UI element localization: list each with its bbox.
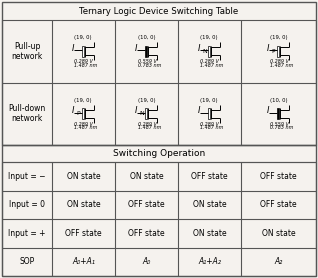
Text: N: N (203, 49, 207, 54)
Bar (208, 108, 210, 119)
Text: P: P (77, 111, 80, 116)
Text: I: I (197, 44, 200, 53)
Text: Input = −: Input = − (8, 172, 46, 181)
Bar (2, 145, 316, 276)
Bar (81, 46, 84, 57)
Text: I: I (266, 106, 269, 115)
Text: Switching Operation: Switching Operation (113, 149, 205, 158)
Text: 1.487 nm: 1.487 nm (269, 63, 293, 68)
Text: I: I (135, 44, 137, 53)
Text: OFF state: OFF state (260, 172, 297, 181)
Text: 1.487 nm: 1.487 nm (201, 63, 224, 68)
Text: (19, 0): (19, 0) (269, 35, 287, 40)
Text: (19, 0): (19, 0) (74, 35, 92, 40)
Text: A₀: A₀ (142, 257, 151, 266)
Text: ON state: ON state (130, 172, 163, 181)
Text: 1.487 nm: 1.487 nm (74, 63, 98, 68)
Text: N: N (140, 111, 144, 116)
Text: I: I (72, 106, 74, 115)
Text: OFF state: OFF state (260, 200, 297, 209)
Text: (19, 0): (19, 0) (201, 98, 218, 103)
Text: 1.487 nm: 1.487 nm (137, 125, 161, 130)
Text: (19, 0): (19, 0) (201, 35, 218, 40)
Text: Input = 0: Input = 0 (9, 200, 45, 209)
Text: (10, 0): (10, 0) (137, 35, 155, 40)
Bar (81, 108, 84, 119)
Text: (19, 0): (19, 0) (137, 98, 155, 103)
Text: Input = +: Input = + (8, 229, 46, 238)
Text: Ternary Logic Device Switching Table: Ternary Logic Device Switching Table (80, 6, 238, 16)
Text: A₂: A₂ (274, 257, 283, 266)
Text: 0.783 nm: 0.783 nm (269, 125, 293, 130)
Text: ON state: ON state (193, 229, 226, 238)
Text: 1.487 nm: 1.487 nm (201, 125, 224, 130)
Text: 0.559 V: 0.559 V (137, 59, 156, 64)
Text: OFF state: OFF state (128, 200, 165, 209)
Text: 0.289 V: 0.289 V (74, 59, 93, 64)
Text: OFF state: OFF state (191, 172, 228, 181)
Text: A₁+A₂: A₁+A₂ (198, 257, 221, 266)
Bar (276, 108, 279, 119)
Bar (144, 46, 147, 57)
Text: I: I (197, 106, 200, 115)
Text: ON state: ON state (262, 229, 295, 238)
Bar (208, 46, 210, 57)
Bar (2, 2, 316, 145)
Text: 1.487 nm: 1.487 nm (74, 125, 98, 130)
Text: 0.289 V: 0.289 V (137, 122, 156, 127)
Text: ON state: ON state (67, 200, 100, 209)
Text: 0.783 nm: 0.783 nm (137, 63, 161, 68)
Text: A₀+A₁: A₀+A₁ (72, 257, 95, 266)
Bar (144, 108, 147, 119)
Text: (10, 0): (10, 0) (269, 98, 287, 103)
Text: 0.559 V: 0.559 V (269, 122, 288, 127)
Text: 0.289 V: 0.289 V (201, 122, 219, 127)
Text: OFF state: OFF state (128, 229, 165, 238)
Text: ON state: ON state (193, 200, 226, 209)
Text: I: I (135, 106, 137, 115)
Text: (19, 0): (19, 0) (74, 98, 92, 103)
Bar (276, 46, 279, 57)
Text: SOP: SOP (19, 257, 35, 266)
Text: I: I (72, 44, 74, 53)
Text: Pull-up
network: Pull-up network (11, 41, 43, 61)
Text: 0.289 V: 0.289 V (269, 59, 288, 64)
Text: Pull-down
network: Pull-down network (8, 104, 45, 123)
Text: ON state: ON state (67, 172, 100, 181)
Text: I: I (266, 44, 269, 53)
Text: 0.289 V: 0.289 V (74, 122, 93, 127)
Text: 0.289 V: 0.289 V (201, 59, 219, 64)
Text: P: P (272, 49, 275, 54)
Text: OFF state: OFF state (65, 229, 102, 238)
